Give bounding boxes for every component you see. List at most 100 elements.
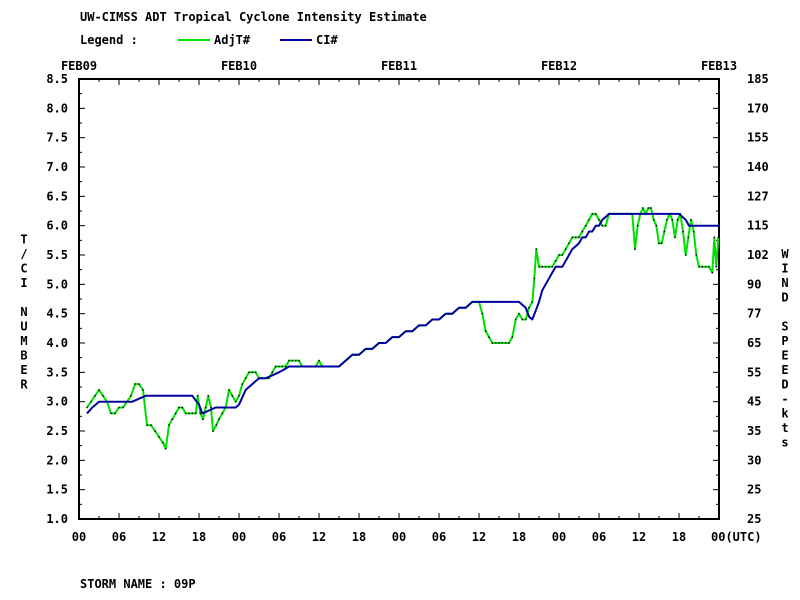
adjt-data-point xyxy=(491,342,494,344)
adjt-data-point xyxy=(568,242,570,244)
adjt-data-point xyxy=(221,412,224,415)
adjt-data-point xyxy=(196,395,199,397)
adjt-data-point xyxy=(102,395,104,397)
adjt-data-point xyxy=(194,412,197,415)
right-tick-label: 127 xyxy=(747,189,769,203)
adjt-data-point xyxy=(692,230,695,233)
left-tick-label: 7.0 xyxy=(46,160,68,174)
date-label: FEB09 xyxy=(61,59,97,73)
storm-name: STORM NAME : 09P xyxy=(80,577,196,591)
left-axis-title-char: E xyxy=(20,363,27,377)
right-axis-title-char: W xyxy=(781,247,789,261)
left-tick-label: 5.0 xyxy=(46,277,68,291)
left-axis-title-char: R xyxy=(20,378,28,392)
left-tick-label: 2.0 xyxy=(46,453,68,467)
adjt-data-point xyxy=(561,254,564,256)
adjt-data-point xyxy=(671,219,674,221)
adjt-data-point xyxy=(558,254,560,256)
adjt-data-point xyxy=(278,365,280,368)
adjt-data-point xyxy=(484,330,487,332)
adjt-data-point xyxy=(291,359,294,362)
chart-title: UW-CIMSS ADT Tropical Cyclone Intensity … xyxy=(80,10,427,24)
adjt-data-point xyxy=(511,336,514,338)
adjt-data-point xyxy=(241,383,244,385)
adjt-data-point xyxy=(118,406,120,409)
right-y-axis: 25 25 30 35 45 55 65 77 90 102 115 127 140 155 170 185 xyxy=(713,72,769,526)
right-axis-title-char: - xyxy=(781,392,788,406)
right-axis-title-char: P xyxy=(781,334,788,348)
date-label: FEB13 xyxy=(701,59,737,73)
adjt-data-point xyxy=(488,336,490,338)
adjt-data-point xyxy=(110,412,112,415)
right-axis-title-char: s xyxy=(781,435,788,449)
left-tick-label: 1.5 xyxy=(46,483,68,497)
adjt-data-point xyxy=(218,418,220,420)
x-tick-label: 12 xyxy=(312,530,326,544)
right-tick-label: 115 xyxy=(747,219,769,233)
adjt-data-point xyxy=(514,318,517,321)
adjt-data-point xyxy=(508,342,510,344)
right-tick-label: 140 xyxy=(747,160,769,174)
x-axis: 00 06 12 18 00 06 12 18 00 06 12 18 00 06 12 18 00(UTC) xyxy=(72,79,762,544)
x-tick-label: 06 xyxy=(432,530,446,544)
adjt-data-point xyxy=(181,406,184,409)
left-axis-title-char: B xyxy=(20,349,27,363)
adjt-data-point xyxy=(162,442,164,444)
adjt-data-point xyxy=(158,436,160,438)
left-tick-label: 1.0 xyxy=(46,512,68,526)
plot-border xyxy=(78,78,720,520)
right-axis-title-char: I xyxy=(781,261,788,275)
adjt-data-point xyxy=(251,371,254,374)
right-tick-label: 35 xyxy=(747,424,761,438)
x-tick-label: 18 xyxy=(512,530,526,544)
right-tick-label: 185 xyxy=(747,72,769,86)
left-tick-label: 6.5 xyxy=(46,189,68,203)
right-tick-label: 155 xyxy=(747,131,769,145)
adjt-data-point xyxy=(215,424,218,426)
adjt-data-point xyxy=(594,213,597,215)
adjt-data-point xyxy=(134,383,136,385)
x-tick-label: 00 xyxy=(552,530,566,544)
adjt-data-point xyxy=(207,395,210,397)
adjt-data-point xyxy=(660,242,663,244)
right-tick-label: 55 xyxy=(747,365,761,379)
x-tick-label: 06 xyxy=(112,530,126,544)
adjt-data-point xyxy=(184,412,187,415)
adjt-data-point xyxy=(551,266,554,268)
series-layer xyxy=(86,207,720,450)
x-tick-label: 00 xyxy=(232,530,246,544)
plot-area xyxy=(78,78,720,520)
adjt-data-point xyxy=(588,219,590,221)
adjt-data-point xyxy=(90,400,92,403)
x-tick-label: 06 xyxy=(272,530,286,544)
adjt-data-point xyxy=(647,207,650,209)
left-tick-label: 4.5 xyxy=(46,307,68,321)
adjt-data-point xyxy=(298,359,300,362)
adjt-data-point xyxy=(130,395,132,397)
adjt-data-point xyxy=(715,266,718,268)
adjt-data-point xyxy=(687,236,690,239)
adjt-data-point xyxy=(708,266,710,268)
adjt-data-point xyxy=(501,342,504,344)
adjt-data-point xyxy=(234,400,237,403)
adjt-data-point xyxy=(701,266,704,268)
right-tick-label: 102 xyxy=(747,248,769,262)
adjt-data-point xyxy=(142,389,144,391)
ci-series-line xyxy=(86,212,719,415)
adjt-data-point xyxy=(634,248,636,250)
legend-label: Legend : xyxy=(80,33,138,47)
left-axis-title-char: M xyxy=(20,334,27,348)
adjt-data-point xyxy=(210,406,212,409)
right-axis-title-char: N xyxy=(781,276,788,290)
adjt-data-point xyxy=(581,230,584,233)
right-axis-title-char: t xyxy=(781,421,788,435)
adjt-data-point xyxy=(271,371,274,374)
adjt-data-point xyxy=(674,236,676,239)
adjt-data-point xyxy=(666,219,668,221)
adjt-data-point xyxy=(528,307,530,309)
left-axis-title-char: C xyxy=(20,262,27,276)
x-tick-label: 12 xyxy=(472,530,486,544)
adjt-data-point xyxy=(281,365,284,368)
x-tick-label: 00(UTC) xyxy=(711,530,762,544)
left-axis-title-char: T xyxy=(20,233,27,247)
